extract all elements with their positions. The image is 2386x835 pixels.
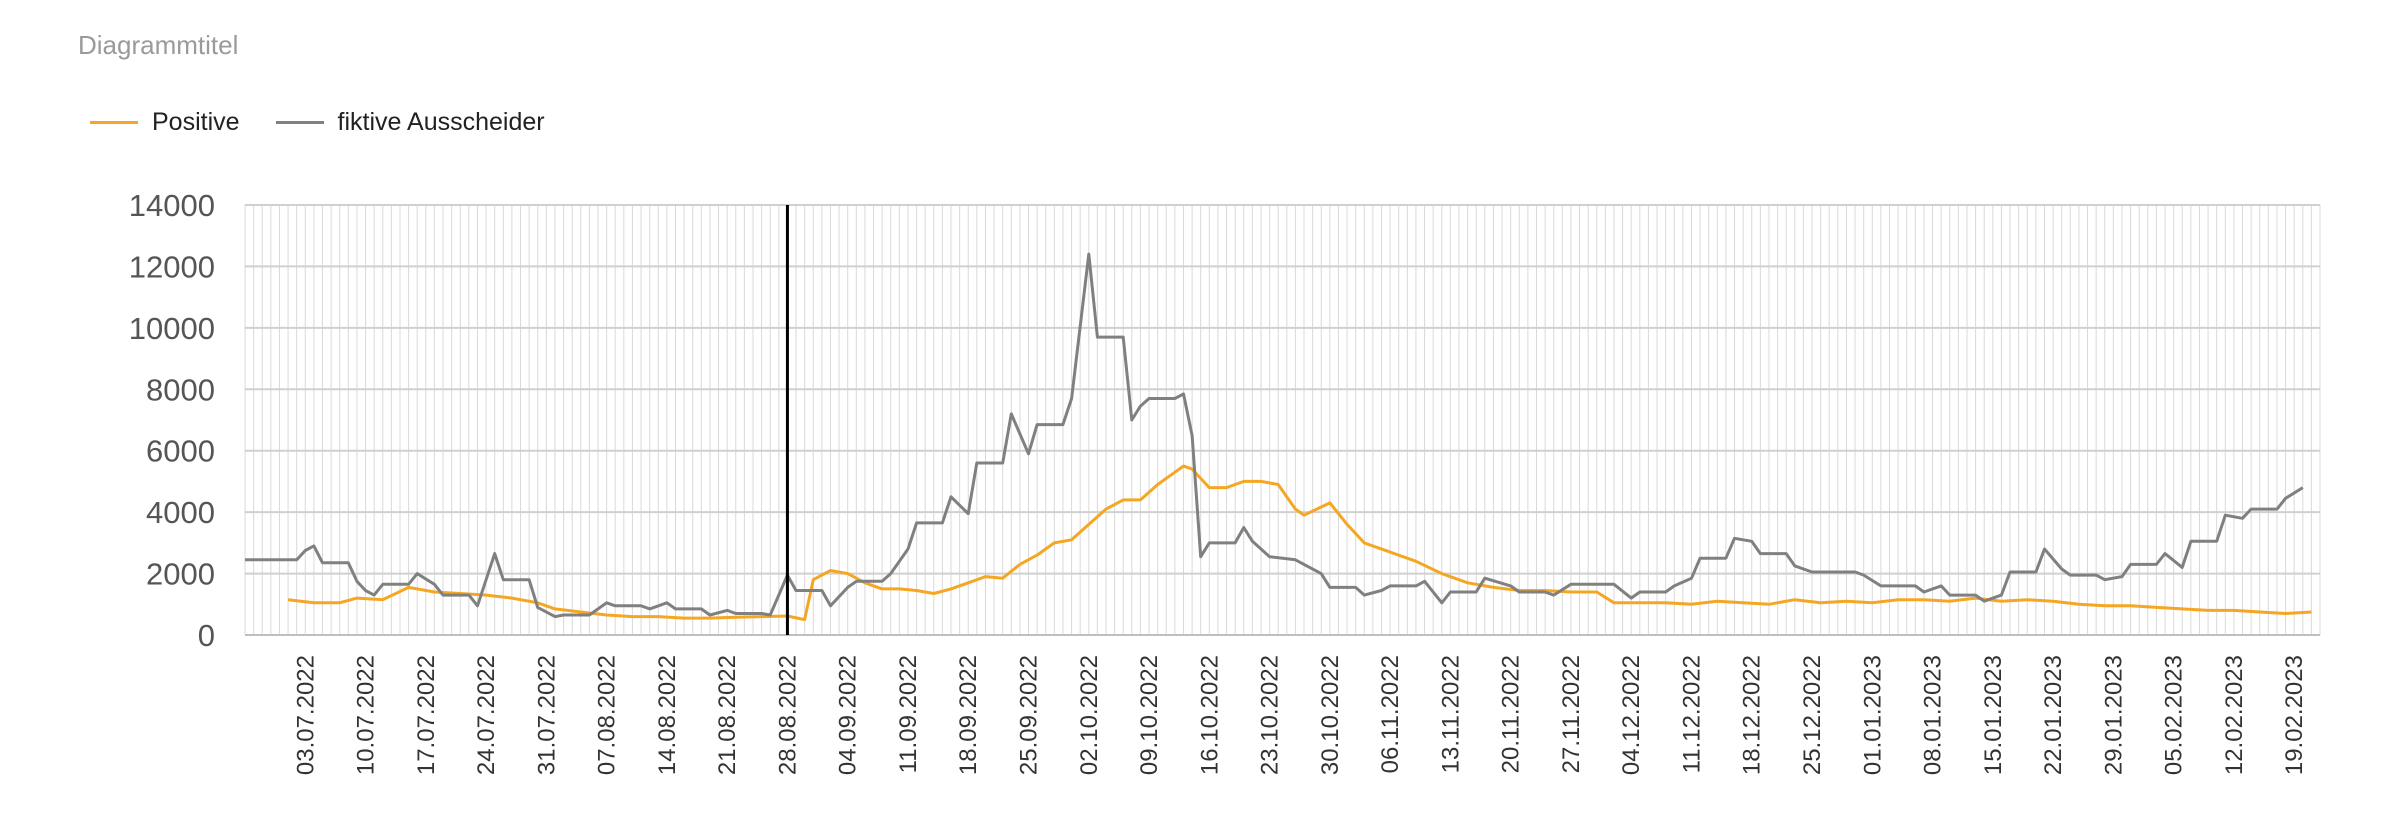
x-tick-label: 17.07.2022 <box>413 655 440 775</box>
x-tick-label: 14.08.2022 <box>654 655 681 775</box>
grid <box>244 204 2321 636</box>
x-tick-label: 24.07.2022 <box>473 655 500 775</box>
x-tick-label: 19.02.2023 <box>2281 655 2308 775</box>
legend-item-positive: Positive <box>90 108 240 137</box>
x-tick-label: 02.10.2022 <box>1076 655 1103 775</box>
y-tick-label: 0 <box>198 618 215 653</box>
x-tick-label: 20.11.2022 <box>1498 655 1525 773</box>
y-tick-label: 14000 <box>129 188 215 223</box>
x-tick-label: 25.09.2022 <box>1016 655 1043 775</box>
legend-swatch-ausscheider <box>275 121 324 124</box>
x-tick-label: 22.01.2023 <box>2040 655 2067 775</box>
series-line-ausscheider <box>245 252 2304 619</box>
y-tick-label: 4000 <box>146 495 215 530</box>
x-tick-label: 11.12.2022 <box>1678 655 1705 773</box>
x-tick-label: 04.09.2022 <box>835 655 862 775</box>
legend: Positive fiktive Ausscheider <box>90 108 545 137</box>
x-tick-label: 25.12.2022 <box>1799 655 1826 775</box>
x-tick-label: 11.09.2022 <box>895 655 922 773</box>
x-tick-label: 27.11.2022 <box>1558 655 1585 773</box>
y-tick-label: 8000 <box>146 372 215 407</box>
y-tick-label: 2000 <box>146 557 215 592</box>
y-tick-label: 10000 <box>129 311 215 346</box>
x-tick-label: 03.07.2022 <box>292 655 319 775</box>
x-tick-label: 12.02.2023 <box>2221 655 2248 775</box>
x-tick-label: 06.11.2022 <box>1377 655 1404 773</box>
series-layer <box>245 205 2312 635</box>
x-tick-label: 23.10.2022 <box>1257 655 1284 775</box>
y-tick-label: 6000 <box>146 434 215 469</box>
x-tick-label: 15.01.2023 <box>1980 655 2007 775</box>
x-axis: 03.07.2022 10.07.2022 17.07.2022 24.07.2022… <box>292 655 2308 775</box>
x-tick-label: 13.11.2022 <box>1437 655 1464 773</box>
x-tick-label: 10.07.2022 <box>353 655 380 775</box>
x-tick-label: 04.12.2022 <box>1618 655 1645 775</box>
x-tick-label: 21.08.2022 <box>714 655 741 775</box>
y-tick-label: 12000 <box>129 249 215 284</box>
x-tick-label: 28.08.2022 <box>774 655 801 775</box>
legend-item-ausscheider: fiktive Ausscheider <box>275 108 545 137</box>
x-tick-label: 16.10.2022 <box>1196 655 1223 775</box>
x-tick-label: 30.10.2022 <box>1317 655 1344 775</box>
x-tick-label: 09.10.2022 <box>1136 655 1163 775</box>
x-tick-label: 29.01.2023 <box>2100 655 2127 775</box>
x-tick-label: 18.12.2022 <box>1739 655 1766 775</box>
x-tick-label: 01.01.2023 <box>1859 655 1886 775</box>
chart-title: Diagrammtitel <box>78 30 239 60</box>
x-tick-label: 31.07.2022 <box>533 655 560 775</box>
x-tick-label: 08.01.2023 <box>1920 655 1947 775</box>
legend-label-positive: Positive <box>152 108 240 136</box>
x-tick-label: 18.09.2022 <box>955 655 982 775</box>
series-line-positive <box>287 464 2312 622</box>
legend-label-ausscheider: fiktive Ausscheider <box>337 108 545 136</box>
x-tick-label: 05.02.2023 <box>2161 655 2188 775</box>
legend-swatch-positive <box>90 121 138 124</box>
y-axis: 0 2000 4000 6000 8000 10000 12000 14000 <box>129 188 215 653</box>
x-tick-label: 07.08.2022 <box>594 655 621 775</box>
